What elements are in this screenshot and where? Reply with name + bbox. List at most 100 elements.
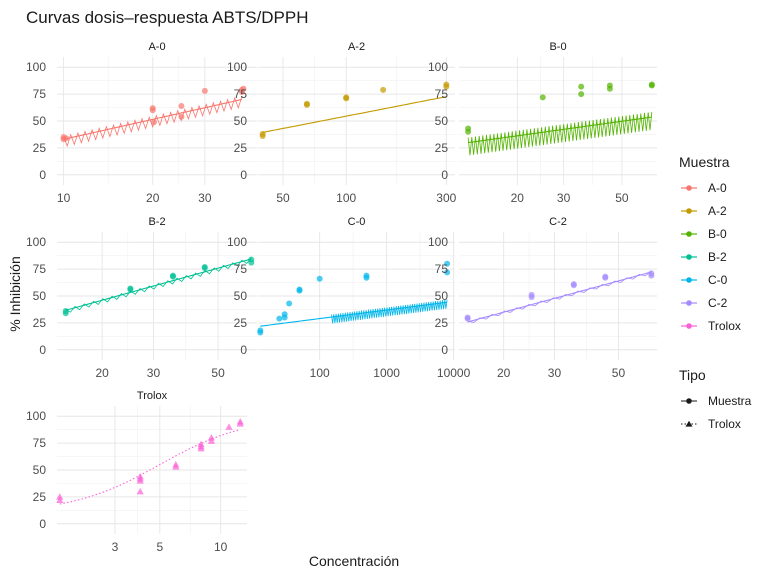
y-tick-label: 25	[435, 141, 449, 155]
legend-key-point	[686, 254, 692, 260]
x-tick-label: 30	[557, 191, 571, 205]
panel-strip-label: A-0	[148, 41, 165, 53]
legend-item-c-0: C-0	[681, 273, 728, 287]
legend-key-point	[686, 185, 692, 191]
legend-label: Trolox	[708, 319, 741, 333]
data-point	[197, 440, 205, 448]
legend-item-a-0: A-0	[681, 181, 727, 195]
data-point	[169, 272, 176, 279]
y-tick-label: 100	[26, 235, 46, 249]
legend-label: Muestra	[708, 394, 752, 408]
x-tick-label: 50	[276, 191, 290, 205]
data-point	[136, 487, 144, 495]
panel-b-2: B-2 0 25 50 75 100 20 30 50	[26, 216, 257, 380]
y-tick-label: 100	[428, 60, 448, 74]
legend-tipo-title: Tipo	[679, 367, 706, 383]
x-tick-label: 50	[211, 366, 225, 380]
data-point	[63, 135, 70, 142]
model-line	[331, 299, 448, 324]
legend-item-tipo-muestra: Muestra	[681, 394, 752, 408]
y-tick-label: 25	[33, 490, 47, 504]
legend-item-b-2: B-2	[681, 250, 727, 264]
model-line	[65, 257, 252, 313]
x-tick-label: 20	[95, 366, 109, 380]
data-point	[296, 286, 303, 293]
data-point	[248, 256, 255, 263]
data-point	[578, 91, 585, 98]
panel-c-2: C-2 0 25 50 75 100 20 30 50	[428, 216, 657, 380]
data-point	[172, 461, 180, 468]
y-tick-label: 50	[234, 114, 248, 128]
panel-strip-label: B-0	[549, 41, 566, 53]
y-tick-label: 75	[234, 262, 248, 276]
fitted-curve	[262, 96, 447, 133]
legend-label: A-0	[708, 181, 727, 195]
y-tick-label: 0	[39, 517, 46, 531]
y-tick-label: 75	[435, 262, 449, 276]
legend-item-tipo-trolox: Trolox	[681, 417, 741, 431]
legend-label: Trolox	[708, 417, 741, 431]
panel-a-2: A-2 0 25 50 75 100 50 100 300	[227, 41, 457, 205]
legend-item-b-0: B-0	[681, 227, 727, 241]
x-tick-label: 30	[198, 191, 212, 205]
x-tick-label: 10	[214, 540, 228, 554]
y-tick-label: 75	[33, 436, 47, 450]
x-tick-label: 50	[615, 191, 629, 205]
x-tick-label: 10	[57, 191, 71, 205]
data-point	[570, 281, 577, 288]
data-point	[444, 269, 451, 276]
model-line	[467, 111, 653, 156]
data-point	[648, 270, 655, 277]
x-tick-label: 100	[336, 191, 356, 205]
legend: MuestraA-0A-2B-0B-2C-0C-2TroloxTipoMuest…	[679, 154, 752, 431]
data-point	[149, 105, 156, 112]
y-tick-label: 25	[234, 316, 248, 330]
fitted-curve	[260, 301, 448, 327]
legend-label: B-0	[708, 227, 727, 241]
data-point	[443, 81, 450, 88]
fitted-curve	[467, 271, 652, 323]
data-point	[236, 418, 244, 425]
y-tick-label: 50	[435, 114, 449, 128]
y-tick-label: 75	[435, 87, 449, 101]
legend-key-point	[685, 420, 693, 427]
data-point	[62, 308, 69, 315]
y-axis-title: % Inhibición	[7, 256, 23, 332]
y-tick-label: 100	[26, 409, 46, 423]
x-tick-label: 10000	[437, 366, 471, 380]
data-point	[257, 327, 264, 334]
model-line	[63, 96, 243, 148]
data-point	[578, 83, 585, 90]
data-point	[225, 423, 233, 430]
legend-key-point	[686, 277, 692, 283]
y-tick-label: 25	[234, 141, 248, 155]
data-point	[201, 87, 208, 94]
data-point	[281, 311, 288, 318]
fitted-curve	[65, 258, 252, 311]
x-tick-label: 50	[612, 366, 626, 380]
y-tick-label: 0	[39, 168, 46, 182]
y-tick-label: 25	[33, 141, 47, 155]
x-tick-label: 100	[310, 366, 330, 380]
data-point	[316, 275, 323, 282]
data-point	[178, 102, 185, 109]
fitted-curve	[59, 429, 241, 505]
fitted-curve	[468, 116, 652, 144]
y-tick-label: 100	[26, 60, 46, 74]
y-tick-label: 0	[441, 343, 448, 357]
panel-strip-label: B-2	[148, 216, 165, 228]
data-point	[363, 272, 370, 279]
data-point	[602, 273, 609, 280]
data-point	[528, 291, 535, 298]
data-point	[464, 314, 471, 321]
x-tick-label: 1000	[373, 366, 400, 380]
panel-a-0: A-0 0 25 50 75 100 10 20 30	[26, 41, 257, 205]
data-point	[380, 86, 387, 93]
legend-muestra-title: Muestra	[679, 154, 730, 170]
chart-title: Curvas dosis–respuesta ABTS/DPPH	[26, 8, 309, 27]
y-tick-label: 50	[234, 289, 248, 303]
y-tick-label: 100	[428, 235, 448, 249]
data-point	[303, 100, 310, 107]
x-tick-label: 300	[436, 191, 456, 205]
